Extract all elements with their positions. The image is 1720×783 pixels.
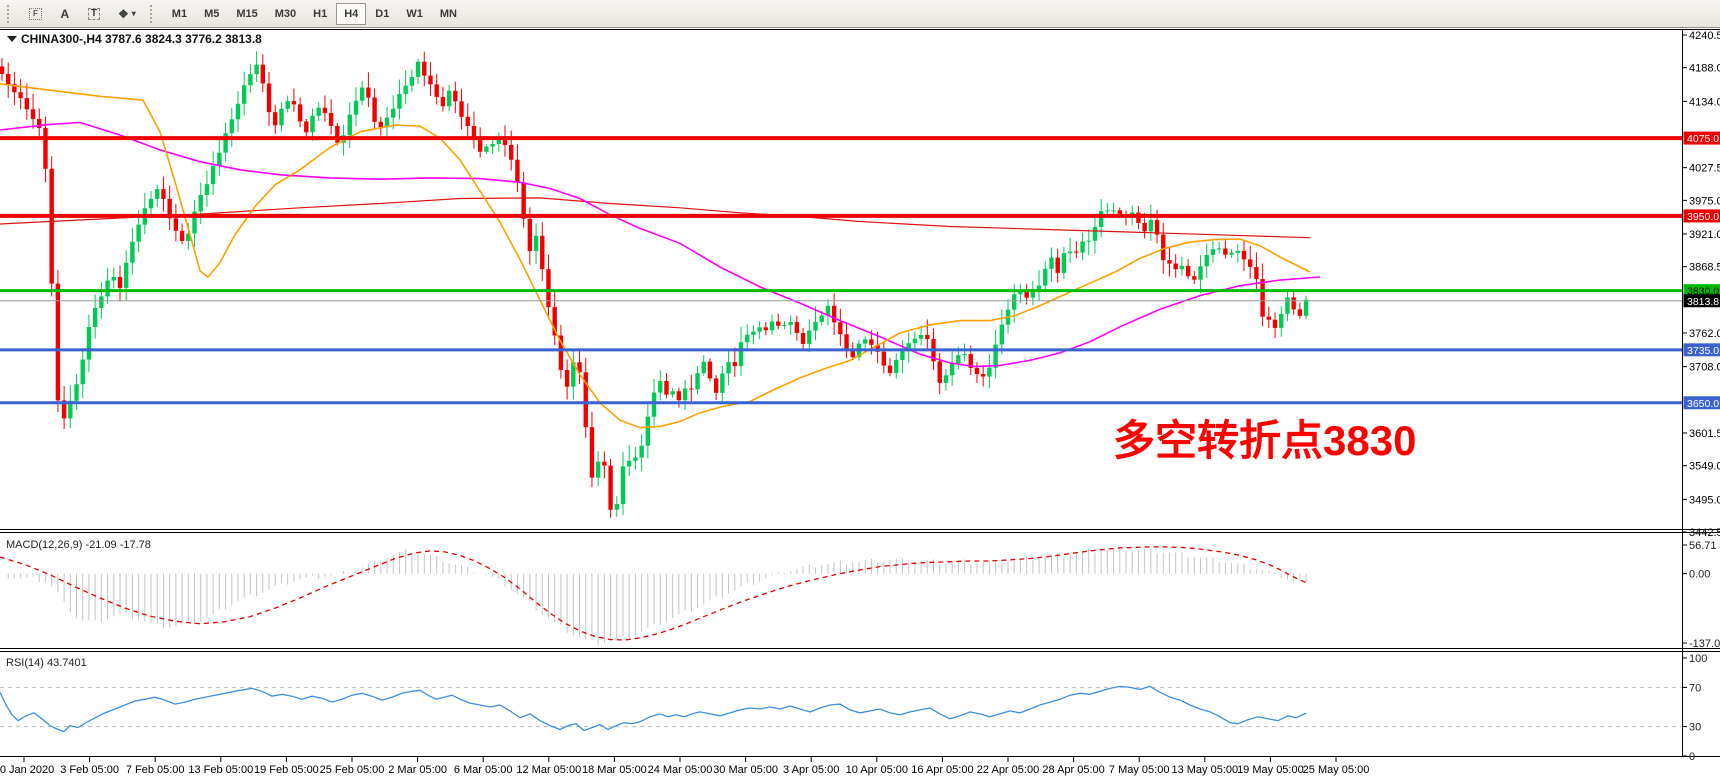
price-axis-label: 3442.5 <box>1689 527 1720 539</box>
chart-canvas[interactable]: 4240.5 4188.0 4134.0 4027.5 3975.0 3921.0 3868… <box>0 28 1720 783</box>
time-axis-label: 10 Apr 05:00 <box>846 764 908 776</box>
time-axis-label: 16 Apr 05:00 <box>911 764 973 776</box>
time-axis-label: 12 Mar 05:00 <box>516 764 581 776</box>
timeframe-button-m15[interactable]: M15 <box>228 3 265 25</box>
time-axis-label: 28 Apr 05:00 <box>1042 764 1104 776</box>
rsi-levels-layer <box>0 686 1682 728</box>
price-axis-label: 4240.5 <box>1689 30 1720 42</box>
macd-axis-label: 0.00 <box>1689 569 1710 581</box>
horizontal-lines-layer[interactable] <box>0 136 1682 405</box>
toolbar-grip[interactable] <box>7 4 15 23</box>
time-axis-label: 13 May 05:00 <box>1171 764 1238 776</box>
time-axis-label: 25 May 05:00 <box>1303 764 1370 776</box>
time-axis-label: 2 Mar 05:00 <box>388 764 447 776</box>
toolbar: F A T ❖ ▾ M1 M5 M15 M30 H1 H4 D1 W1 MN <box>0 0 1720 28</box>
price-axis-label: 3921.0 <box>1689 229 1720 241</box>
macd-label: MACD(12,26,9) -21.09 -17.78 <box>6 539 151 551</box>
price-axis-label: 3762.0 <box>1689 328 1720 340</box>
text-tool-button[interactable]: A <box>52 3 78 25</box>
panel-borders <box>0 29 1720 757</box>
current-price-badge-label: 3813.8 <box>1687 296 1719 308</box>
timeframe-button-mn[interactable]: MN <box>432 3 465 25</box>
time-axis-label: 3 Feb 05:00 <box>60 764 119 776</box>
time-axis-label: 19 May 05:00 <box>1237 764 1304 776</box>
price-axis-label: 4188.0 <box>1689 63 1720 75</box>
macd-layer <box>0 546 1307 645</box>
textbox-tool-button[interactable]: T <box>80 3 108 25</box>
timeframes-grip[interactable] <box>149 4 158 23</box>
ma-darkred-line <box>0 197 1311 239</box>
timeframe-button-h1[interactable]: H1 <box>305 3 335 25</box>
textbox-tool-icon: T <box>87 7 100 20</box>
price-axis-label: 3601.5 <box>1689 428 1720 440</box>
timeframe-button-m30[interactable]: M30 <box>267 3 304 25</box>
moving-averages-layer <box>0 83 1321 429</box>
indicator-axis: 56.71 0.00 -137.01 100 70 30 0 <box>1682 540 1720 763</box>
time-axis-label: 19 Feb 05:00 <box>254 764 319 776</box>
timeframes-group: M1 M5 M15 M30 H1 H4 D1 W1 MN <box>164 2 465 25</box>
hline-3735.0-badge <box>1683 343 1720 357</box>
time-axis-label: 22 Apr 05:00 <box>977 764 1039 776</box>
hline-3650.0-badge-label: 3650.0 <box>1687 398 1719 410</box>
annotation-text: 多空转折点3830 <box>1113 417 1416 464</box>
price-axis-label: 3975.0 <box>1689 195 1720 207</box>
ma-magenta-line <box>0 121 1321 368</box>
rsi-line <box>0 685 1307 733</box>
chart-title: CHINA300-,H4 3787.6 3824.3 3776.2 3813.8 <box>21 32 262 46</box>
shapes-tool-button[interactable]: ❖ ▾ <box>110 3 144 25</box>
rsi-axis-label: 100 <box>1689 653 1707 665</box>
macd-axis-label: -137.01 <box>1689 638 1720 650</box>
rsi-layer <box>0 685 1307 733</box>
rsi-axis-label: 70 <box>1689 682 1701 694</box>
time-axis-label: 7 Feb 05:00 <box>126 764 185 776</box>
hline-4075.0-badge <box>1683 131 1720 145</box>
macd-axis-label: 56.71 <box>1689 540 1717 552</box>
time-axis-label: 3 Apr 05:00 <box>783 764 839 776</box>
price-axis[interactable]: 4240.5 4188.0 4134.0 4027.5 3975.0 3921.0 3868… <box>1682 30 1720 539</box>
chart-menu-arrow-icon[interactable] <box>7 36 17 42</box>
cursor-frame-tool-icon: F <box>29 7 42 20</box>
text-tool-icon: A <box>60 6 70 21</box>
drawing-tools-group: F A T ❖ ▾ <box>21 3 144 25</box>
timeframe-button-m1[interactable]: M1 <box>164 3 195 25</box>
hline-4075.0-badge-label: 4075.0 <box>1687 133 1719 145</box>
shapes-tool-icon: ❖ <box>118 6 129 21</box>
macd-signal-line <box>0 546 1307 641</box>
timeframe-button-m5[interactable]: M5 <box>196 3 227 25</box>
rsi-axis-label: 30 <box>1689 722 1701 734</box>
hline-3950.0-badge <box>1683 209 1720 223</box>
price-axis-label: 3868.5 <box>1689 262 1720 274</box>
hline-3735.0-badge-label: 3735.0 <box>1687 345 1719 357</box>
price-axis-label: 3708.0 <box>1689 362 1720 374</box>
candles-layer <box>0 51 1309 518</box>
price-axis-label: 4134.0 <box>1689 96 1720 108</box>
hline-3650.0-badge <box>1683 396 1720 410</box>
hline-3830.0-badge <box>1683 284 1720 298</box>
time-axis-label: 18 Mar 05:00 <box>582 764 647 776</box>
time-axis-label: 6 Mar 05:00 <box>454 764 513 776</box>
timeframe-button-h4[interactable]: H4 <box>336 2 367 25</box>
price-axis-label: 3495.0 <box>1689 494 1720 506</box>
price-axis-label: 4027.5 <box>1689 163 1720 175</box>
current-price-badge <box>1683 294 1720 308</box>
time-axis-label: 20 Jan 2020 <box>0 764 54 776</box>
timeframe-button-d1[interactable]: D1 <box>367 3 397 25</box>
chart-window: 4240.5 4188.0 4134.0 4027.5 3975.0 3921.0 3868… <box>0 28 1720 783</box>
cursor-frame-tool-button[interactable]: F <box>21 3 50 25</box>
timeframe-button-w1[interactable]: W1 <box>398 3 431 25</box>
time-axis-label: 25 Feb 05:00 <box>320 764 385 776</box>
time-axis-label: 13 Feb 05:00 <box>188 764 253 776</box>
dropdown-arrow-icon: ▾ <box>131 9 136 18</box>
time-axis-label: 24 Mar 05:00 <box>648 764 713 776</box>
time-axis-label: 7 May 05:00 <box>1109 764 1170 776</box>
hline-3950.0-badge-label: 3950.0 <box>1687 211 1719 223</box>
time-axis-label: 30 Mar 05:00 <box>713 764 778 776</box>
rsi-label: RSI(14) 43.7401 <box>6 657 87 669</box>
rsi-axis-label: 0 <box>1689 751 1695 763</box>
ma-orange-line <box>0 83 1311 429</box>
price-axis-label: 3549.0 <box>1689 461 1720 473</box>
